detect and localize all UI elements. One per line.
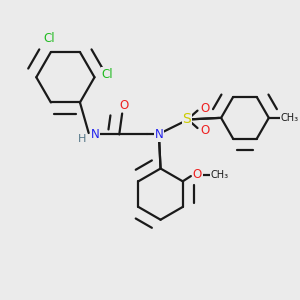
Text: N: N (91, 128, 100, 141)
Text: H: H (78, 134, 86, 144)
Text: O: O (193, 168, 202, 181)
Text: O: O (119, 99, 128, 112)
Text: Cl: Cl (44, 32, 55, 46)
Text: CH₃: CH₃ (210, 169, 229, 180)
Text: CH₃: CH₃ (281, 113, 299, 123)
Text: N: N (155, 128, 164, 141)
Text: O: O (201, 102, 210, 115)
Text: O: O (201, 124, 210, 137)
Text: Cl: Cl (102, 68, 113, 81)
Text: S: S (182, 112, 191, 126)
